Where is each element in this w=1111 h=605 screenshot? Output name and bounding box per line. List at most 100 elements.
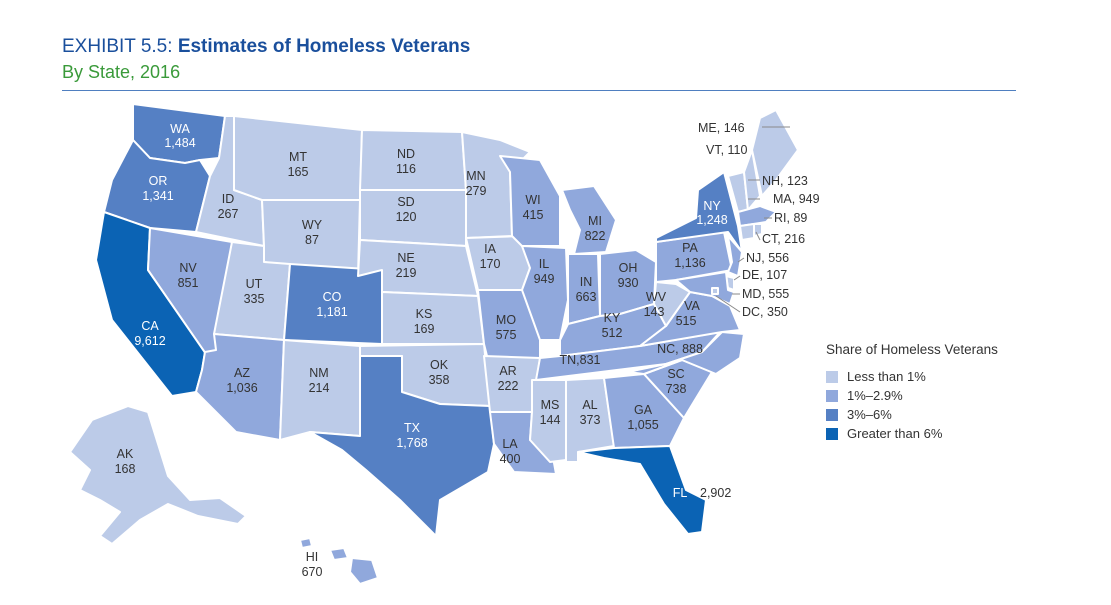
label-ID-value: 267 bbox=[218, 207, 239, 221]
label-SC-value: 738 bbox=[666, 382, 687, 396]
label-FL-abbr: FL bbox=[673, 486, 688, 500]
label-MN-abbr: MN bbox=[466, 169, 485, 183]
label-WV-abbr: WV bbox=[646, 290, 667, 304]
label-WA-abbr: WA bbox=[170, 122, 190, 136]
legend-item-label: Less than 1% bbox=[847, 369, 926, 384]
legend-swatch bbox=[826, 408, 838, 421]
label-NV-value: 851 bbox=[178, 276, 199, 290]
label-VT: VT, 110 bbox=[706, 143, 748, 157]
state-HI-3 bbox=[349, 557, 379, 585]
state-IL bbox=[521, 245, 569, 341]
label-MN-value: 279 bbox=[466, 184, 487, 198]
label-WI-value: 415 bbox=[523, 208, 544, 222]
state-WV bbox=[653, 281, 691, 327]
state-DC bbox=[711, 287, 719, 295]
legend-item-label: 3%–6% bbox=[847, 407, 892, 422]
state-MA bbox=[737, 205, 777, 227]
label-AZ-abbr: AZ bbox=[234, 366, 250, 380]
label-SD-abbr: SD bbox=[397, 195, 414, 209]
label-NC: NC, 888 bbox=[657, 342, 703, 356]
label-PA-abbr: PA bbox=[682, 241, 698, 255]
label-WV-value: 143 bbox=[644, 305, 665, 319]
label-MA: MA, 949 bbox=[773, 192, 820, 206]
label-LA-abbr: LA bbox=[502, 437, 518, 451]
label-UT-value: 335 bbox=[244, 292, 265, 306]
label-IA-value: 170 bbox=[480, 257, 501, 271]
state-RI bbox=[753, 223, 763, 237]
label-CO-value: 1,181 bbox=[316, 305, 347, 319]
label-WY-value: 87 bbox=[305, 233, 319, 247]
label-MT-abbr: MT bbox=[289, 150, 307, 164]
label-DC: DC, 350 bbox=[742, 305, 788, 319]
label-LA-value: 400 bbox=[500, 452, 521, 466]
label-HI-value: 670 bbox=[302, 565, 323, 579]
label-PA-value: 1,136 bbox=[674, 256, 705, 270]
label-SD-value: 120 bbox=[396, 210, 417, 224]
label-MT-value: 165 bbox=[288, 165, 309, 179]
label-NV-abbr: NV bbox=[179, 261, 197, 275]
state-IN bbox=[567, 253, 601, 325]
label-NY-abbr: NY bbox=[703, 199, 721, 213]
state-AK bbox=[69, 405, 247, 545]
label-GA-abbr: GA bbox=[634, 403, 653, 417]
state-CT bbox=[739, 223, 755, 241]
label-MS-value: 144 bbox=[540, 413, 561, 427]
legend-item: 3%–6% bbox=[826, 405, 998, 424]
label-IL-value: 949 bbox=[534, 272, 555, 286]
legend-swatch bbox=[826, 370, 838, 383]
legend: Share of Homeless Veterans Less than 1% … bbox=[826, 342, 998, 443]
label-MO-value: 575 bbox=[496, 328, 517, 342]
state-NC bbox=[627, 331, 745, 375]
exhibit-title: EXHIBIT 5.5: Estimates of Homeless Veter… bbox=[62, 36, 470, 58]
label-AR-abbr: AR bbox=[499, 364, 516, 378]
label-KS-value: 169 bbox=[414, 322, 435, 336]
label-OR-abbr: OR bbox=[149, 174, 168, 188]
label-ID-abbr: ID bbox=[222, 192, 235, 206]
label-AL-abbr: AL bbox=[582, 398, 597, 412]
state-KS bbox=[381, 291, 485, 345]
label-ND-abbr: ND bbox=[397, 147, 415, 161]
state-CO bbox=[283, 263, 383, 345]
label-NM-value: 214 bbox=[309, 381, 330, 395]
legend-item: Greater than 6% bbox=[826, 424, 998, 443]
label-IN-value: 663 bbox=[576, 290, 597, 304]
state-GA bbox=[603, 373, 685, 449]
title-rule bbox=[62, 90, 1016, 91]
label-MI-abbr: MI bbox=[588, 214, 602, 228]
label-OK-abbr: OK bbox=[430, 358, 449, 372]
label-MI-value: 822 bbox=[585, 229, 606, 243]
legend-title: Share of Homeless Veterans bbox=[826, 342, 998, 357]
label-CA-value: 9,612 bbox=[134, 334, 165, 348]
label-NY-value: 1,248 bbox=[696, 213, 727, 227]
label-HI-abbr: HI bbox=[306, 550, 319, 564]
state-NY bbox=[655, 171, 743, 253]
legend-swatch bbox=[826, 427, 838, 440]
state-labels: WA 1,484 OR 1,341 CA 9,612 ID 267 NV 851… bbox=[115, 121, 820, 579]
label-NE-value: 219 bbox=[396, 266, 417, 280]
state-TX bbox=[309, 355, 495, 537]
legend-item: Less than 1% bbox=[826, 367, 998, 386]
label-FL-value: 2,902 bbox=[700, 486, 731, 500]
label-AR-value: 222 bbox=[498, 379, 519, 393]
legend-item: 1%–2.9% bbox=[826, 386, 998, 405]
label-AL-value: 373 bbox=[580, 413, 601, 427]
label-OH-value: 930 bbox=[618, 276, 639, 290]
label-NM-abbr: NM bbox=[309, 366, 328, 380]
label-NH: NH, 123 bbox=[762, 174, 808, 188]
exhibit-title-text: Estimates of Homeless Veterans bbox=[177, 36, 471, 57]
label-OK-value: 358 bbox=[429, 373, 450, 387]
label-KS-abbr: KS bbox=[416, 307, 433, 321]
label-CO-abbr: CO bbox=[323, 290, 342, 304]
label-OR-value: 1,341 bbox=[142, 189, 173, 203]
state-HI bbox=[299, 537, 313, 549]
legend-item-label: Greater than 6% bbox=[847, 426, 943, 441]
label-CT: CT, 216 bbox=[762, 232, 805, 246]
label-TX-abbr: TX bbox=[404, 421, 421, 435]
label-SC-abbr: SC bbox=[667, 367, 684, 381]
label-TN: TN,831 bbox=[560, 353, 601, 367]
label-ND-value: 116 bbox=[396, 162, 416, 176]
label-MS-abbr: MS bbox=[541, 398, 560, 412]
label-VA-value: 515 bbox=[676, 314, 697, 328]
state-ME bbox=[751, 109, 799, 197]
legend-swatch bbox=[826, 389, 838, 402]
